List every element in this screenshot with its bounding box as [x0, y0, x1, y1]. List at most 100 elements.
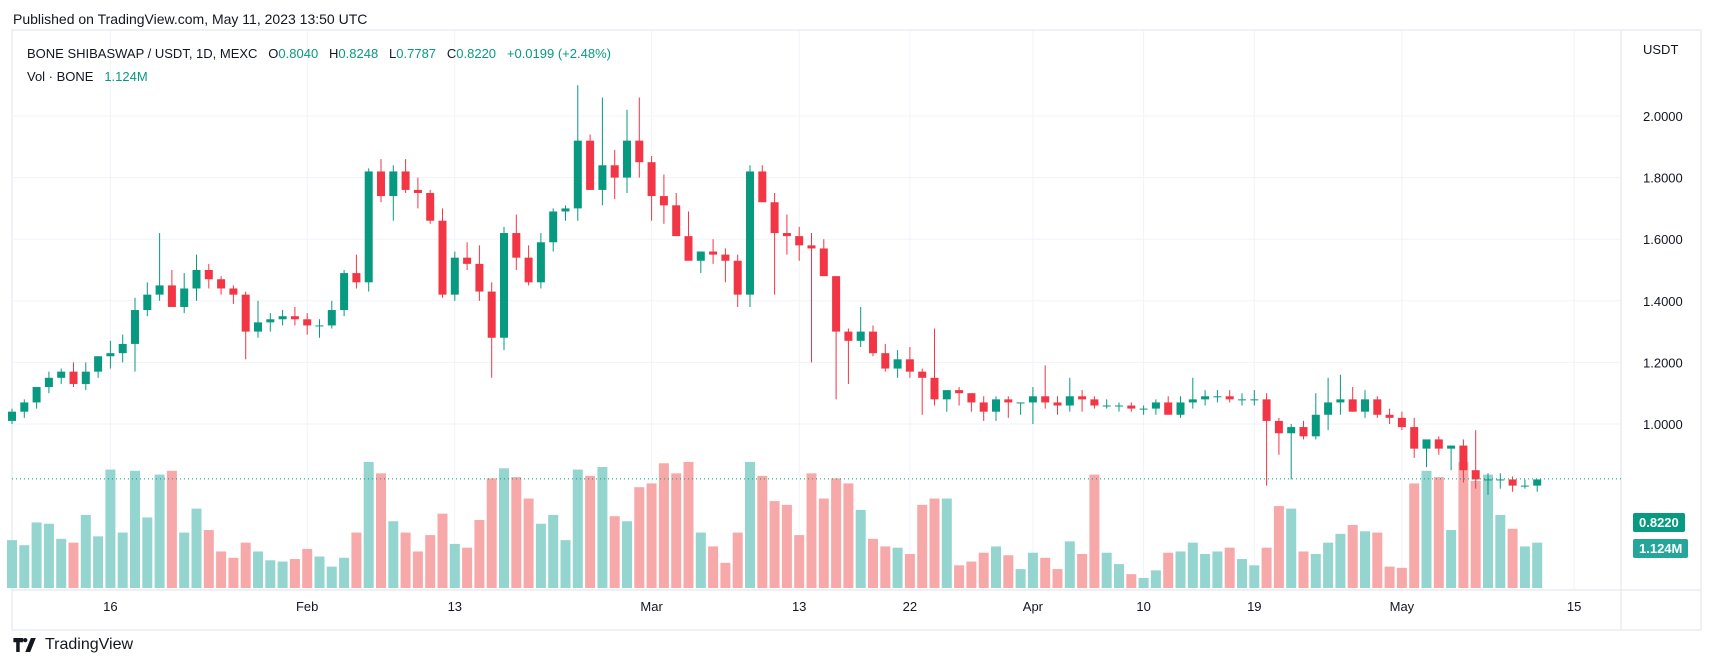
- candle-body: [1496, 479, 1505, 481]
- volume-bar: [658, 463, 669, 588]
- volume-bar: [794, 535, 805, 588]
- candle-body: [303, 319, 312, 326]
- tradingview-brand[interactable]: TradingView: [45, 636, 134, 653]
- candle-body: [1434, 439, 1443, 449]
- volume-bar: [43, 523, 54, 588]
- grid-lines: [12, 31, 1620, 590]
- candle-body: [1078, 396, 1087, 400]
- volume-bar: [535, 523, 546, 588]
- candle-body: [721, 254, 730, 261]
- candle-body: [1459, 445, 1468, 471]
- volume-bar: [720, 562, 731, 588]
- candle-body: [967, 393, 976, 403]
- volume-label[interactable]: Vol · BONE: [27, 69, 94, 84]
- candle-body: [1533, 479, 1542, 486]
- volume-bar: [1507, 528, 1518, 588]
- candle-body: [1422, 439, 1431, 449]
- volume-bar: [203, 530, 214, 588]
- volume-bar: [646, 483, 657, 588]
- volume-bar: [1446, 530, 1457, 588]
- volume-bar: [843, 483, 854, 588]
- currency-label[interactable]: USDT: [1643, 42, 1679, 57]
- candle-body: [1447, 445, 1456, 449]
- volume-bar: [154, 474, 165, 588]
- volume-legend: Vol · BONE 1.124M: [27, 69, 148, 84]
- candle-body: [94, 356, 103, 372]
- volume-bar: [1360, 531, 1370, 588]
- candle-body: [1004, 399, 1013, 403]
- volume-bar: [1150, 570, 1161, 588]
- candle-body: [1508, 479, 1517, 486]
- candle-body: [672, 205, 681, 237]
- volume-bar: [1224, 547, 1235, 588]
- volume-bar: [1470, 480, 1481, 588]
- candle-body: [1053, 402, 1062, 406]
- chart-frame: [11, 29, 1702, 631]
- volume-bar: [449, 543, 460, 588]
- volume-bar: [425, 535, 436, 588]
- volume-bar: [499, 468, 509, 588]
- candle-body: [942, 390, 951, 400]
- volume-bar: [978, 552, 989, 588]
- candle-body: [893, 359, 902, 369]
- candle-body: [659, 196, 668, 206]
- candle-body: [340, 273, 349, 311]
- candle-body: [57, 371, 66, 378]
- volume-bar: [1421, 470, 1432, 588]
- candle-body: [475, 263, 484, 292]
- candle-body: [241, 294, 250, 332]
- volume-bar: [326, 566, 337, 588]
- volume-bar: [991, 546, 1001, 588]
- volume-bar: [216, 551, 227, 588]
- candle-body: [254, 322, 262, 332]
- candle-body: [1471, 470, 1480, 480]
- candle-body: [1016, 402, 1025, 404]
- candle-body: [20, 402, 29, 412]
- volume-bar: [806, 473, 817, 588]
- candle-body: [684, 236, 693, 261]
- candle-body: [623, 140, 631, 178]
- candle-body: [229, 288, 238, 295]
- price-axis[interactable]: 2.0000 1.8000 1.6000 1.4000 1.2000 1.0000: [1620, 31, 1683, 630]
- volume-bar: [56, 538, 67, 588]
- candle-body: [1299, 427, 1308, 437]
- volume-bar: [1175, 551, 1186, 588]
- close-value: 0.8220: [456, 46, 497, 61]
- x-tick-label: 22: [903, 599, 917, 614]
- volume-bar: [31, 522, 42, 588]
- volume-bar: [1040, 557, 1051, 588]
- tradingview-logo-icon: [13, 638, 36, 652]
- x-tick-label: 13: [448, 599, 462, 614]
- high-value: 0.8248: [338, 46, 379, 61]
- volume-bar: [892, 547, 903, 588]
- candle-body: [217, 279, 226, 289]
- symbol-name[interactable]: BONE SHIBASWAP / USDT, 1D, MEXC: [27, 46, 258, 61]
- candle-body: [1028, 396, 1037, 403]
- candle-body: [930, 377, 939, 400]
- volume-bar: [7, 540, 17, 588]
- candle-body: [733, 260, 742, 295]
- volume-bar: [671, 473, 682, 588]
- candle-body: [1127, 405, 1136, 409]
- last-volume-badge: 1.124M: [1633, 539, 1689, 558]
- candle-body: [979, 402, 988, 412]
- candle-body: [278, 316, 287, 320]
- volume-bar: [745, 462, 755, 588]
- time-axis[interactable]: 16 Feb 13 Mar 13 22 Apr 10 19 May 15: [12, 589, 1701, 614]
- candle-body: [795, 236, 804, 246]
- candle-body: [426, 193, 435, 221]
- y-tick-label: 1.6000: [1643, 232, 1683, 247]
- candle-body: [204, 270, 213, 280]
- volume-bar: [179, 532, 190, 588]
- volume-bar: [818, 498, 829, 588]
- candle-body: [905, 359, 914, 372]
- y-tick-label: 1.4000: [1643, 294, 1683, 309]
- volume-bar: [166, 470, 177, 588]
- y-tick-label: 1.2000: [1643, 355, 1683, 370]
- candle-body: [315, 325, 324, 327]
- volume-bar: [880, 546, 891, 588]
- candle-body: [770, 202, 779, 234]
- volume-bars: [7, 462, 1543, 588]
- candle-body: [1041, 396, 1050, 403]
